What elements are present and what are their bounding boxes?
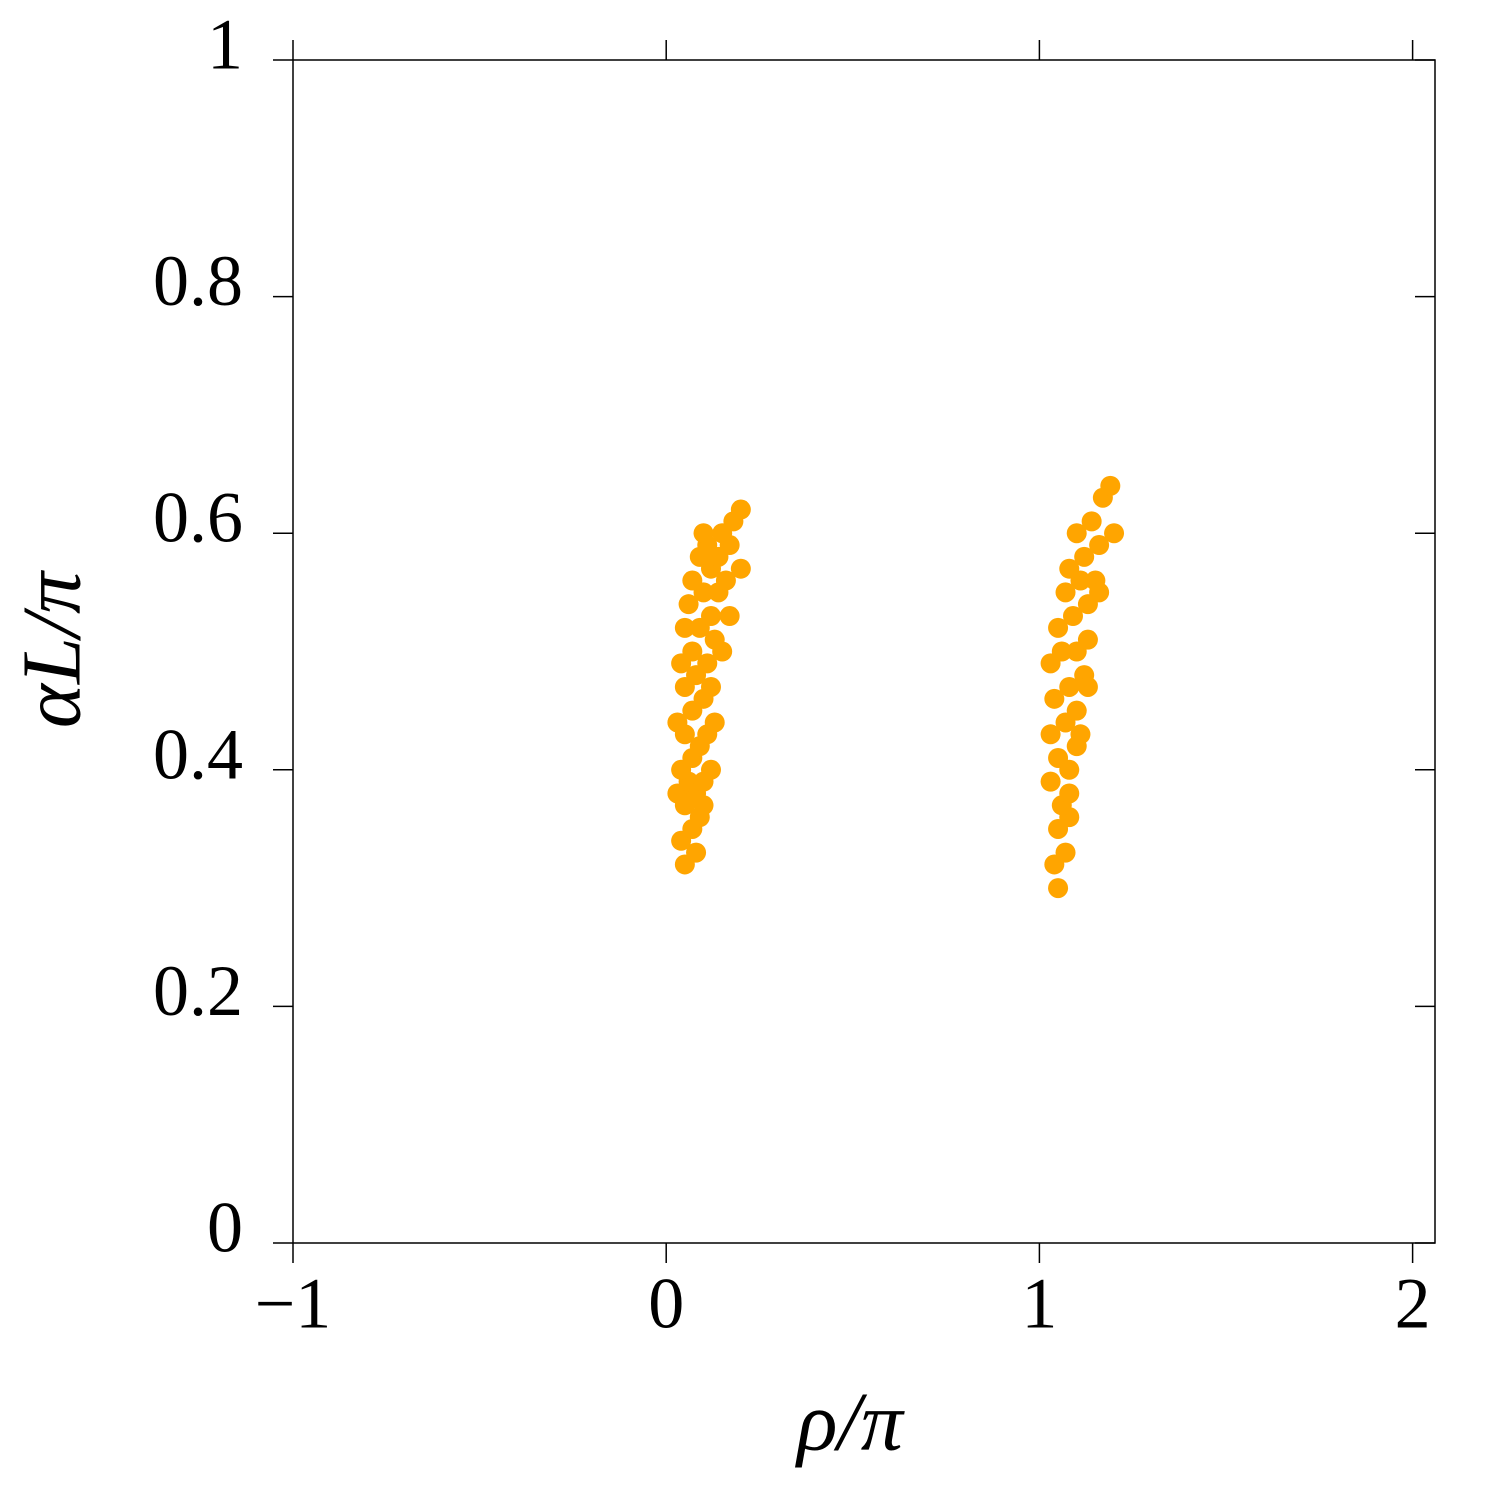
y-tick-label: 1	[207, 5, 243, 85]
point	[667, 712, 688, 733]
point	[1100, 475, 1121, 496]
point	[700, 759, 721, 780]
point	[693, 523, 714, 544]
y-tick-label: 0	[207, 1188, 243, 1268]
point	[1089, 535, 1110, 556]
point	[1066, 523, 1087, 544]
point	[686, 842, 707, 863]
point	[1059, 676, 1080, 697]
y-tick-label: 0.8	[153, 241, 243, 321]
point	[704, 712, 725, 733]
point	[1077, 629, 1098, 650]
point	[700, 676, 721, 697]
point	[1048, 617, 1069, 638]
point	[674, 617, 695, 638]
point	[693, 795, 714, 816]
point	[1059, 783, 1080, 804]
plot-frame	[292, 59, 1436, 1244]
point	[719, 606, 740, 627]
x-tick-label: 1	[1021, 1264, 1057, 1344]
x-tick-label: 2	[1395, 1264, 1431, 1344]
point	[1055, 842, 1076, 863]
point	[1070, 724, 1091, 745]
point	[1104, 523, 1125, 544]
point	[1044, 688, 1065, 709]
point	[682, 570, 703, 591]
x-axis-label: ρ/π	[794, 1375, 906, 1468]
point	[1048, 878, 1069, 899]
y-tick-label: 0.2	[153, 951, 243, 1031]
point	[682, 641, 703, 662]
point	[1048, 747, 1069, 768]
point	[700, 606, 721, 627]
point	[1077, 676, 1098, 697]
y-tick-label: 0.6	[153, 478, 243, 558]
point	[678, 594, 699, 615]
point	[715, 570, 736, 591]
point	[730, 499, 751, 520]
x-tick-label: −1	[255, 1264, 332, 1344]
point	[1089, 582, 1110, 603]
y-axis-label: αL/π	[5, 569, 98, 728]
y-tick-label: 0.4	[153, 714, 243, 794]
point	[1040, 771, 1061, 792]
point	[712, 641, 733, 662]
point	[1055, 582, 1076, 603]
x-tick-label: 0	[648, 1264, 684, 1344]
point	[1081, 511, 1102, 532]
point	[1040, 724, 1061, 745]
point	[1062, 606, 1083, 627]
point	[1066, 700, 1087, 721]
point	[697, 653, 718, 674]
point	[1059, 558, 1080, 579]
point	[1051, 641, 1072, 662]
point	[1074, 546, 1095, 567]
point	[730, 558, 751, 579]
